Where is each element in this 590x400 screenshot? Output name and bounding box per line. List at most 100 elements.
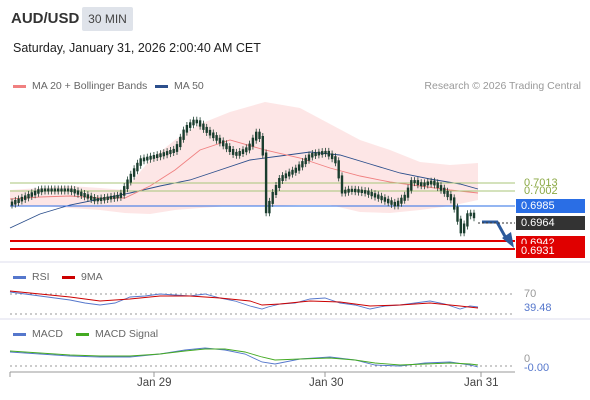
candle-body xyxy=(357,189,360,193)
bollinger-band xyxy=(10,102,478,214)
candle-body xyxy=(182,129,185,140)
candle-body xyxy=(159,153,162,158)
current-price-label: 0.6964 xyxy=(516,216,585,230)
candle-body xyxy=(271,192,274,204)
research-credit: Research © 2026 Trading Central xyxy=(424,80,581,92)
candle-body xyxy=(350,188,354,192)
candle-body xyxy=(340,175,344,194)
candle-body xyxy=(238,151,241,156)
support-2-label: 0.6931 xyxy=(516,244,585,258)
ma50-line xyxy=(9,151,479,229)
candle-body xyxy=(70,188,73,193)
candle-body xyxy=(189,122,192,128)
candle-body xyxy=(307,154,311,161)
candle-body xyxy=(212,132,215,139)
candle-body xyxy=(123,186,126,196)
candle-body xyxy=(317,151,321,156)
candle-body xyxy=(297,164,301,171)
candle-body xyxy=(106,196,109,200)
candle-body xyxy=(416,180,420,186)
candle-body xyxy=(324,150,327,155)
rsi-ma-legend: 9MA xyxy=(62,271,103,283)
rsi-legend: RSI xyxy=(13,271,50,283)
candle-body xyxy=(436,182,439,188)
candle-body xyxy=(24,195,27,200)
macd-zero-label: 0 xyxy=(524,353,531,365)
candle-body xyxy=(413,180,416,184)
candle-body xyxy=(469,212,472,217)
candle-body xyxy=(390,200,393,205)
candle-body xyxy=(380,195,383,201)
candle-body xyxy=(396,200,400,207)
rsi-ma-swatch xyxy=(62,275,75,279)
candle-body xyxy=(288,171,291,177)
candle-body xyxy=(423,182,426,187)
candle-body xyxy=(231,149,235,155)
candle-body xyxy=(99,197,103,201)
symbol-title: AUD/USD xyxy=(11,10,80,27)
candle-body xyxy=(373,193,377,198)
candle-body xyxy=(281,175,284,181)
resistance-1-label: 0.7013 xyxy=(524,177,558,189)
macd-signal-line xyxy=(9,348,479,366)
candle-body xyxy=(235,151,238,156)
candle-body xyxy=(83,193,86,198)
candle-body xyxy=(142,157,146,162)
candle-body xyxy=(33,190,37,196)
candle-body xyxy=(304,157,307,165)
rsi-70-label: 70 xyxy=(524,288,537,300)
candle-body xyxy=(472,212,476,219)
candle-body xyxy=(185,125,189,133)
candle-body xyxy=(387,198,390,204)
candle-body xyxy=(152,155,156,159)
candle-body xyxy=(10,201,14,206)
candle-body xyxy=(321,151,324,155)
candle-body xyxy=(27,193,30,199)
candle-body xyxy=(172,148,175,153)
candle-body xyxy=(126,179,129,190)
candle-body xyxy=(311,153,314,158)
candle-body xyxy=(291,169,294,175)
chart-header: AUD/USD 30 MIN Saturday, January 31, 202… xyxy=(0,0,590,78)
legend-ma20-label: MA 20 + Bollinger Bands xyxy=(32,80,148,92)
candle-body xyxy=(222,140,225,147)
candle-body xyxy=(165,151,169,156)
x-label-jan29: Jan 29 xyxy=(137,377,172,389)
candle-body xyxy=(393,201,396,207)
ma20-swatch xyxy=(13,84,26,88)
candle-body xyxy=(327,150,330,157)
candle-body xyxy=(449,194,453,201)
candle-body xyxy=(146,156,149,161)
macd-legend: MACD xyxy=(13,328,63,340)
datetime-label: Saturday, January 31, 2026 2:00:40 AM CE… xyxy=(13,41,261,55)
rsi-legend-label: RSI xyxy=(32,271,50,283)
rsi-ma-legend-label: 9MA xyxy=(81,271,103,283)
candle-body xyxy=(30,192,33,197)
candle-body xyxy=(53,188,57,192)
timeframe-button[interactable]: 30 MIN xyxy=(82,7,133,31)
x-label-jan30: Jan 30 xyxy=(309,377,344,389)
candle-body xyxy=(410,180,413,191)
candle-body xyxy=(37,189,40,194)
rsi-9ma-line xyxy=(9,290,479,309)
candle-body xyxy=(456,206,459,222)
candle-body xyxy=(443,187,446,194)
macd-line xyxy=(9,347,479,368)
candle-body xyxy=(136,162,139,172)
candle-body xyxy=(17,198,20,203)
candle-body xyxy=(446,190,449,198)
candle-body xyxy=(261,136,264,156)
candle-body xyxy=(57,188,60,192)
candle-body xyxy=(426,181,429,186)
forecast-arrow xyxy=(482,220,509,241)
candle-body xyxy=(149,155,152,160)
price-candles xyxy=(10,116,476,237)
candle-body xyxy=(403,194,406,201)
candle-body xyxy=(76,190,80,195)
candle-body xyxy=(116,194,119,199)
candle-body xyxy=(278,178,281,188)
candle-body xyxy=(439,185,443,191)
candle-body xyxy=(255,131,258,141)
candle-body xyxy=(43,188,47,192)
candle-body xyxy=(80,191,83,196)
